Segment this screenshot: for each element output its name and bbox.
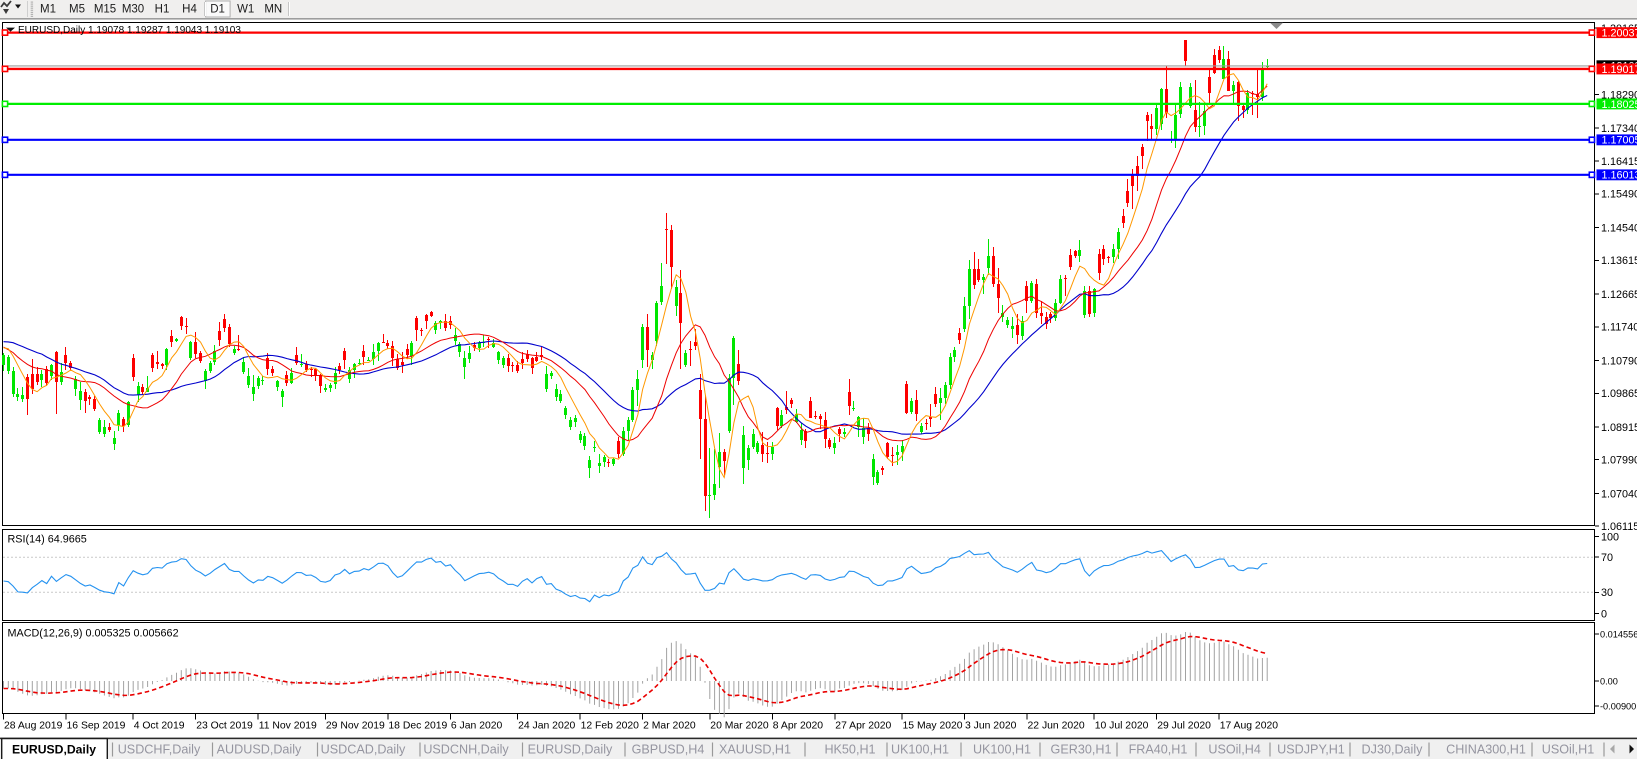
svg-text:27 Apr 2020: 27 Apr 2020 [835, 721, 891, 732]
svg-text:-0.009001: -0.009001 [1600, 701, 1637, 711]
svg-text:XAUUSD,H1: XAUUSD,H1 [719, 743, 791, 757]
svg-text:USDCHF,Daily: USDCHF,Daily [118, 743, 201, 757]
svg-text:EURUSD,Daily: EURUSD,Daily [12, 743, 96, 757]
svg-text:RSI(14) 64.9665: RSI(14) 64.9665 [8, 534, 87, 546]
svg-text:M15: M15 [94, 4, 116, 16]
svg-text:17 Aug 2020: 17 Aug 2020 [1220, 721, 1279, 732]
svg-text:1.14540: 1.14540 [1601, 222, 1637, 234]
svg-text:18 Dec 2019: 18 Dec 2019 [388, 721, 447, 732]
svg-text:1.16415: 1.16415 [1601, 156, 1637, 168]
svg-text:1.16013: 1.16013 [1602, 170, 1637, 182]
svg-text:FRA40,H1: FRA40,H1 [1129, 743, 1188, 757]
svg-text:12 Feb 2020: 12 Feb 2020 [581, 721, 640, 732]
svg-text:29 Nov 2019: 29 Nov 2019 [326, 721, 385, 732]
svg-text:11 Nov 2019: 11 Nov 2019 [259, 721, 317, 732]
svg-text:1.10790: 1.10790 [1601, 355, 1637, 367]
svg-text:15 May 2020: 15 May 2020 [903, 721, 963, 732]
svg-text:DJ30,Daily: DJ30,Daily [1362, 743, 1424, 757]
svg-text:1.07040: 1.07040 [1601, 488, 1637, 500]
svg-text:USOil,H4: USOil,H4 [1208, 743, 1260, 757]
svg-text:USDCNH,Daily: USDCNH,Daily [423, 743, 509, 757]
svg-text:3 Jun 2020: 3 Jun 2020 [965, 721, 1017, 732]
svg-text:M5: M5 [69, 4, 85, 16]
svg-text:1.20037: 1.20037 [1602, 28, 1637, 40]
svg-text:1.11740: 1.11740 [1601, 322, 1637, 334]
svg-text:D1: D1 [210, 4, 225, 16]
svg-text:0: 0 [1601, 609, 1607, 621]
svg-text:USDJPY,H1: USDJPY,H1 [1277, 743, 1345, 757]
svg-text:8 Apr 2020: 8 Apr 2020 [773, 721, 823, 732]
svg-text:22 Jun 2020: 22 Jun 2020 [1028, 721, 1085, 732]
svg-text:CHINA300,H1: CHINA300,H1 [1446, 743, 1526, 757]
svg-text:16 Sep 2019: 16 Sep 2019 [67, 721, 126, 732]
svg-text:28 Aug 2019: 28 Aug 2019 [4, 721, 63, 732]
svg-text:1.17340: 1.17340 [1601, 123, 1637, 135]
svg-text:USOil,H1: USOil,H1 [1542, 743, 1594, 757]
svg-text:29 Jul 2020: 29 Jul 2020 [1157, 721, 1211, 732]
svg-text:1.15490: 1.15490 [1601, 189, 1637, 201]
svg-text:1.08915: 1.08915 [1601, 422, 1637, 434]
svg-text:24 Jan 2020: 24 Jan 2020 [518, 721, 575, 732]
svg-text:1.12665: 1.12665 [1601, 289, 1637, 301]
svg-text:GER30,H1: GER30,H1 [1051, 743, 1112, 757]
svg-text:AUDUSD,Daily: AUDUSD,Daily [217, 743, 302, 757]
svg-text:MACD(12,26,9) 0.005325 0.00566: MACD(12,26,9) 0.005325 0.005662 [8, 628, 179, 640]
svg-text:4 Oct 2019: 4 Oct 2019 [134, 721, 185, 732]
svg-text:M1: M1 [40, 4, 56, 16]
svg-text:30: 30 [1601, 587, 1613, 599]
svg-text:0.00: 0.00 [1600, 676, 1618, 686]
svg-text:UK100,H1: UK100,H1 [973, 743, 1031, 757]
svg-text:EURUSD,Daily 1.19078 1.19287: EURUSD,Daily 1.19078 1.19287 1.19043 1.1… [18, 25, 241, 36]
svg-text:1.07990: 1.07990 [1601, 455, 1637, 467]
svg-text:1.17005: 1.17005 [1602, 135, 1637, 147]
svg-text:0.014556: 0.014556 [1600, 629, 1637, 639]
svg-text:EURUSD,Daily: EURUSD,Daily [528, 743, 613, 757]
svg-text:1.09865: 1.09865 [1601, 388, 1637, 400]
svg-text:20 Mar 2020: 20 Mar 2020 [710, 721, 769, 732]
svg-text:6 Jan 2020: 6 Jan 2020 [451, 721, 503, 732]
svg-text:HK50,H1: HK50,H1 [824, 743, 875, 757]
svg-text:M30: M30 [122, 4, 144, 16]
svg-text:H1: H1 [155, 4, 170, 16]
svg-text:10 Jul 2020: 10 Jul 2020 [1095, 721, 1149, 732]
svg-text:100: 100 [1601, 531, 1619, 543]
svg-text:GBPUSD,H4: GBPUSD,H4 [632, 743, 705, 757]
svg-text:H4: H4 [182, 4, 197, 16]
svg-text:MN: MN [264, 4, 282, 16]
svg-text:1.19017: 1.19017 [1602, 64, 1637, 76]
svg-text:1.13615: 1.13615 [1601, 255, 1637, 267]
svg-text:UK100,H1: UK100,H1 [891, 743, 949, 757]
svg-text:23 Oct 2019: 23 Oct 2019 [196, 721, 253, 732]
svg-text:2 Mar 2020: 2 Mar 2020 [643, 721, 696, 732]
svg-text:W1: W1 [237, 4, 254, 16]
svg-text:1.18025: 1.18025 [1602, 99, 1637, 111]
svg-text:70: 70 [1601, 552, 1613, 564]
svg-text:USDCAD,Daily: USDCAD,Daily [321, 743, 406, 757]
